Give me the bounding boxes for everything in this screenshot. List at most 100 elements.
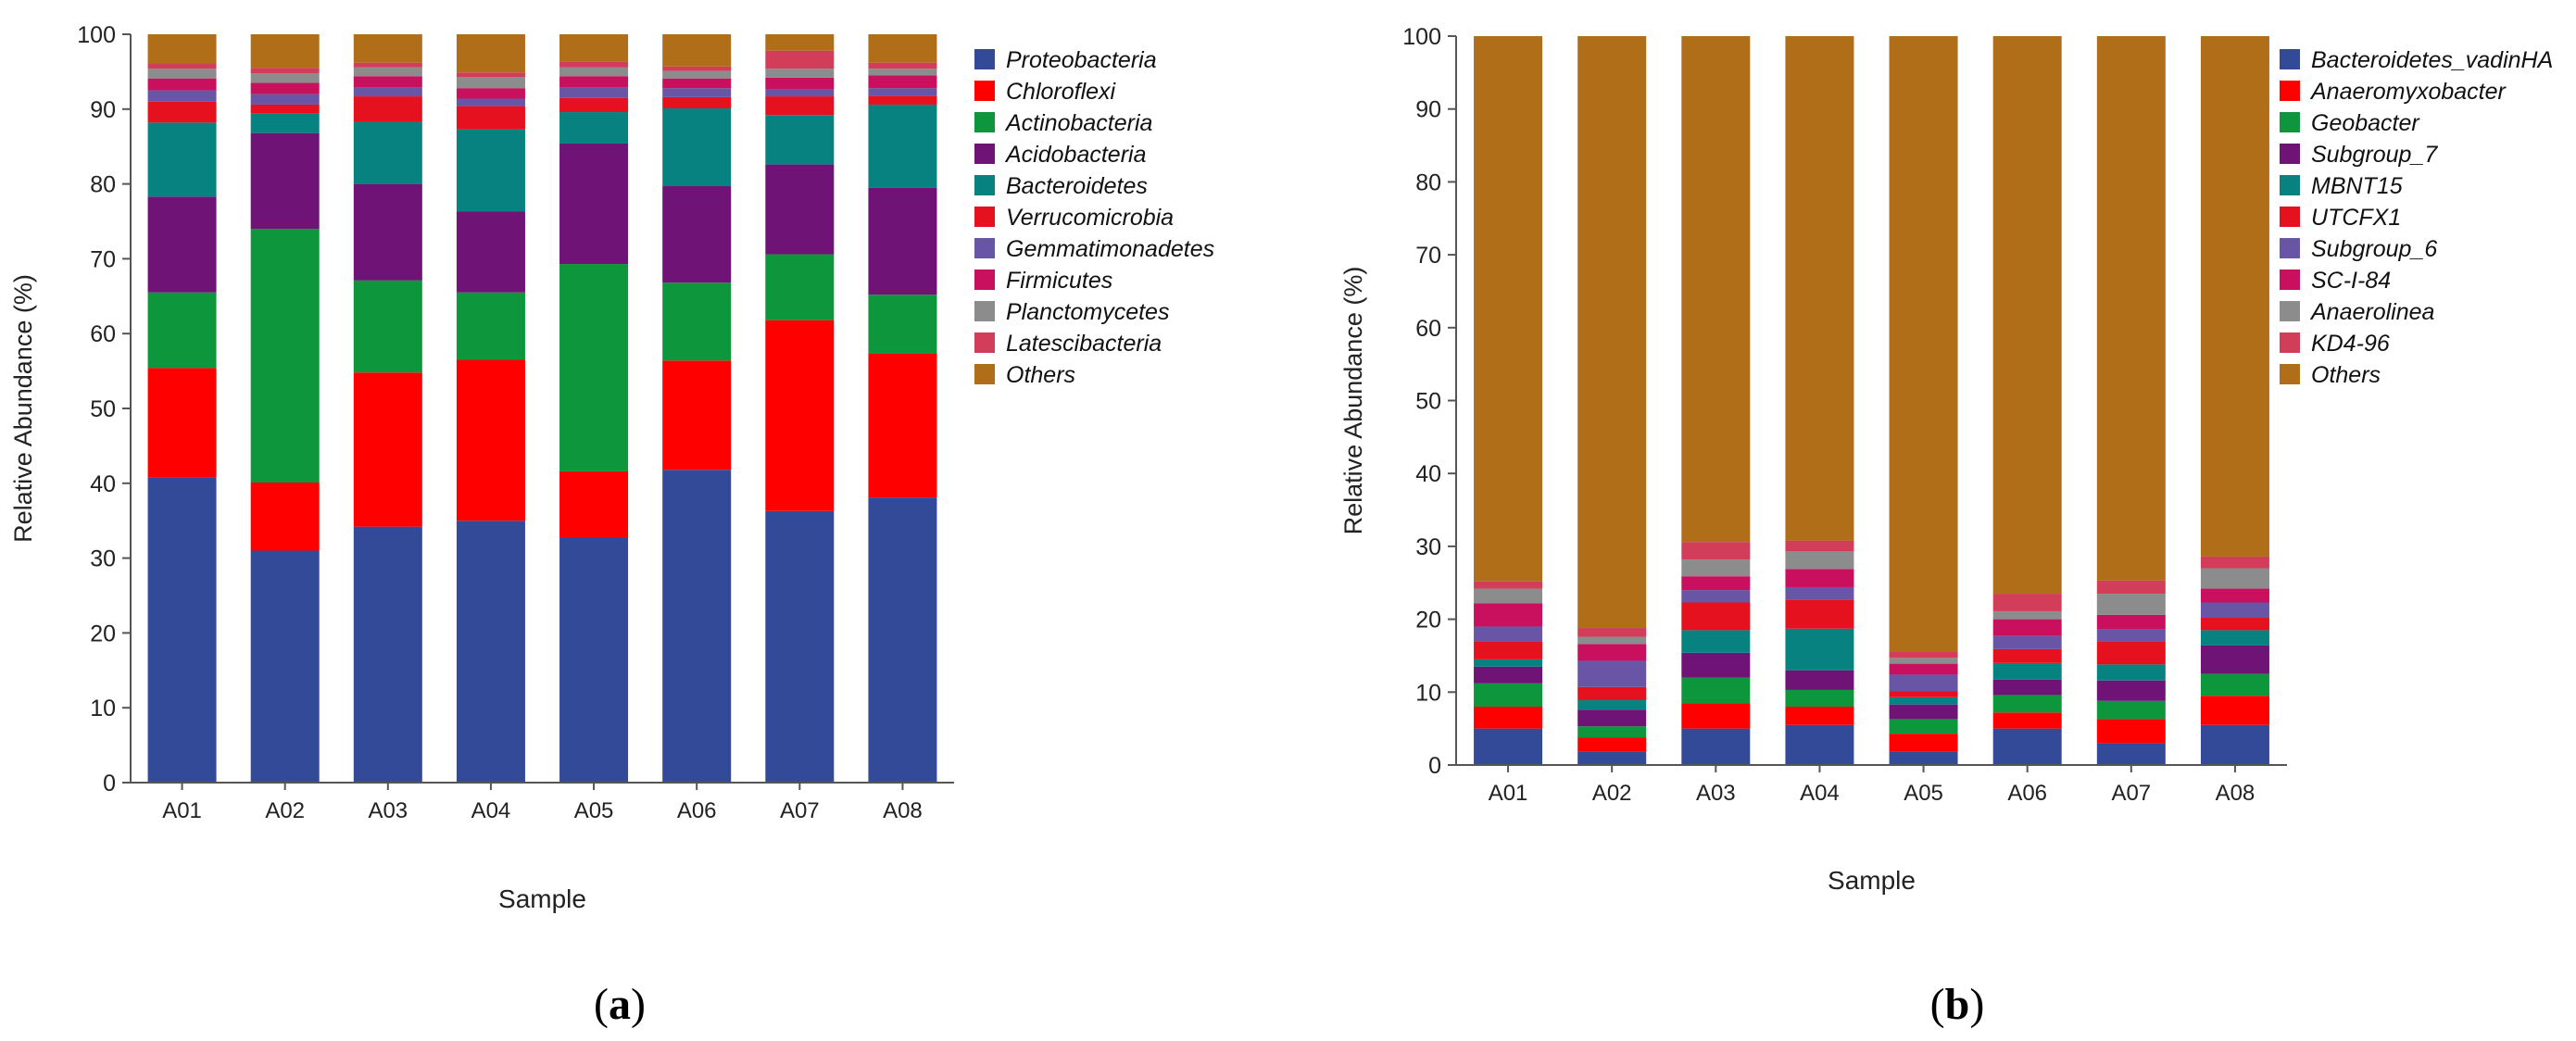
bar-segment-a06-mbnt15 bbox=[1992, 662, 2062, 680]
y-tick-label: 90 bbox=[1415, 97, 1441, 123]
bar-segment-a04-proteobacteria bbox=[456, 520, 525, 783]
legend-swatch bbox=[974, 49, 995, 69]
bar-segment-a01-verrucomicrobia bbox=[147, 101, 217, 123]
bar-segment-a01-geobacter bbox=[1474, 683, 1543, 708]
bar-segment-a01-subgroup-6 bbox=[1474, 626, 1543, 642]
bar-segment-a02-chloroflexi bbox=[250, 482, 320, 551]
bar-segment-a03-subgroup-7 bbox=[1681, 652, 1751, 678]
legend-label: Others bbox=[2311, 362, 2381, 388]
bar-segment-a03-others bbox=[353, 34, 422, 63]
bar-segment-a07-acidobacteria bbox=[765, 164, 835, 255]
legend-label: Anaeromyxobacter bbox=[2309, 79, 2507, 105]
bar-segment-a03-sc-i-84 bbox=[1681, 576, 1751, 591]
y-tick-label: 30 bbox=[90, 546, 116, 572]
legend-label: SC-I-84 bbox=[2311, 268, 2391, 294]
bar-segment-a05-gemmatimonadetes bbox=[559, 87, 629, 98]
chart-panel-b: A01 A02 A03 A04 A05 A06 A07 A08 0 10 20 30 40 50 60 70 8… bbox=[1339, 24, 2553, 1029]
legend-label: Actinobacteria bbox=[1004, 110, 1153, 136]
bar-segment-a07-proteobacteria bbox=[765, 510, 835, 783]
bar-segment-a07-mbnt15 bbox=[2096, 664, 2166, 681]
legend-label: Anaerolinea bbox=[2309, 299, 2435, 325]
legend-swatch bbox=[974, 112, 995, 132]
bar-segment-a01-firmicutes bbox=[147, 78, 217, 91]
bar-segment-a04-utcfx1 bbox=[1785, 599, 1854, 629]
legend-swatch bbox=[2280, 144, 2300, 164]
bar-segment-a03-proteobacteria bbox=[353, 526, 422, 783]
legend-label: Firmicutes bbox=[1006, 268, 1112, 294]
bar-segment-a08-subgroup-7 bbox=[2200, 645, 2269, 674]
bar-segment-a01-gemmatimonadetes bbox=[147, 90, 217, 102]
y-tick-label: 30 bbox=[1415, 534, 1441, 560]
legend-swatch bbox=[2280, 332, 2300, 353]
bar-segment-a05-verrucomicrobia bbox=[559, 97, 629, 113]
x-tick-label: A06 bbox=[2007, 781, 2047, 806]
bar-segment-a08-verrucomicrobia bbox=[868, 95, 937, 105]
bar-segment-a05-bacteroidetes bbox=[559, 112, 629, 144]
bar-segment-a05-proteobacteria bbox=[559, 536, 629, 783]
bar-segment-a08-proteobacteria bbox=[868, 497, 937, 783]
legend-label: Acidobacteria bbox=[1004, 142, 1147, 168]
legend-swatch bbox=[974, 207, 995, 227]
y-tick-label: 70 bbox=[90, 246, 116, 272]
legend-label: Geobacter bbox=[2311, 110, 2420, 136]
legend-swatch bbox=[974, 81, 995, 101]
bar-segment-a07-geobacter bbox=[2096, 700, 2166, 720]
bar-segment-a08-firmicutes bbox=[868, 75, 937, 89]
legend-label: Subgroup_7 bbox=[2311, 142, 2438, 168]
bar-segment-a03-gemmatimonadetes bbox=[353, 87, 422, 97]
bar-segment-a08-actinobacteria bbox=[868, 295, 937, 355]
bar-segment-a02-actinobacteria bbox=[250, 229, 320, 483]
bar-segment-a03-actinobacteria bbox=[353, 280, 422, 373]
bar-segment-a06-subgroup-7 bbox=[1992, 679, 2062, 696]
bar-segment-a05-anaeromyxobacter bbox=[1889, 734, 1958, 752]
y-tick-label: 100 bbox=[1402, 24, 1441, 50]
bar-segment-a04-subgroup-7 bbox=[1785, 670, 1854, 690]
legend-label: Planctomycetes bbox=[1006, 299, 1169, 325]
legend-label: UTCFX1 bbox=[2311, 205, 2401, 231]
bar-segment-a08-others bbox=[2200, 36, 2269, 557]
bar-segment-a03-firmicutes bbox=[353, 76, 422, 88]
bar-segment-a05-subgroup-7 bbox=[1889, 704, 1958, 720]
bar-segment-a08-anaeromyxobacter bbox=[2200, 696, 2269, 725]
legend-swatch bbox=[2280, 112, 2300, 132]
y-tick-label: 10 bbox=[90, 696, 116, 721]
legend-swatch bbox=[2280, 301, 2300, 321]
legend-swatch bbox=[974, 238, 995, 258]
bar-segment-a03-planctomycetes bbox=[353, 67, 422, 77]
bar-segment-a05-kd4-96 bbox=[1889, 652, 1958, 658]
bar-segment-a06-acidobacteria bbox=[662, 186, 732, 283]
bar-segment-a07-latescibacteria bbox=[765, 50, 835, 69]
bar-segment-a08-acidobacteria bbox=[868, 187, 937, 295]
y-tick-label: 70 bbox=[1415, 243, 1441, 269]
panel-label: (a) bbox=[594, 980, 646, 1029]
bar-segment-a04-subgroup-6 bbox=[1785, 586, 1854, 600]
x-tick-label: A05 bbox=[574, 798, 614, 823]
x-tick-label: A01 bbox=[1489, 781, 1528, 806]
bar-segment-a08-bacteroidetes-vadinha bbox=[2200, 724, 2269, 765]
bar-segment-a07-verrucomicrobia bbox=[765, 96, 835, 116]
bar-segment-a08-others bbox=[868, 34, 937, 63]
y-tick-label: 20 bbox=[1415, 608, 1441, 633]
bar-segment-a02-bacteroidetes-vadinha bbox=[1577, 751, 1647, 765]
legend-label: Latescibacteria bbox=[1006, 331, 1162, 357]
bar-segment-a04-gemmatimonadetes bbox=[456, 98, 525, 107]
bar-segment-a07-utcfx1 bbox=[2096, 641, 2166, 665]
bar-segment-a03-utcfx1 bbox=[1681, 602, 1751, 631]
x-tick-label: A08 bbox=[883, 798, 923, 823]
bar-segment-a08-sc-i-84 bbox=[2200, 588, 2269, 603]
y-tick-label: 90 bbox=[90, 97, 116, 123]
bar-segment-a04-others bbox=[456, 34, 525, 73]
bar-segment-a01-proteobacteria bbox=[147, 477, 217, 783]
bar-segment-a07-kd4-96 bbox=[2096, 580, 2166, 595]
legend-swatch bbox=[974, 175, 995, 195]
bar-segment-a02-planctomycetes bbox=[250, 73, 320, 83]
legend-swatch bbox=[2280, 49, 2300, 69]
x-tick-label: A04 bbox=[471, 798, 511, 823]
bar-segment-a02-verrucomicrobia bbox=[250, 104, 320, 114]
bar-segment-a05-chloroflexi bbox=[559, 470, 629, 537]
bar-segment-a02-subgroup-6 bbox=[1577, 660, 1647, 687]
bar-segment-a01-latescibacteria bbox=[147, 63, 217, 69]
y-tick-label: 50 bbox=[90, 396, 116, 422]
bar-segment-a01-chloroflexi bbox=[147, 368, 217, 478]
